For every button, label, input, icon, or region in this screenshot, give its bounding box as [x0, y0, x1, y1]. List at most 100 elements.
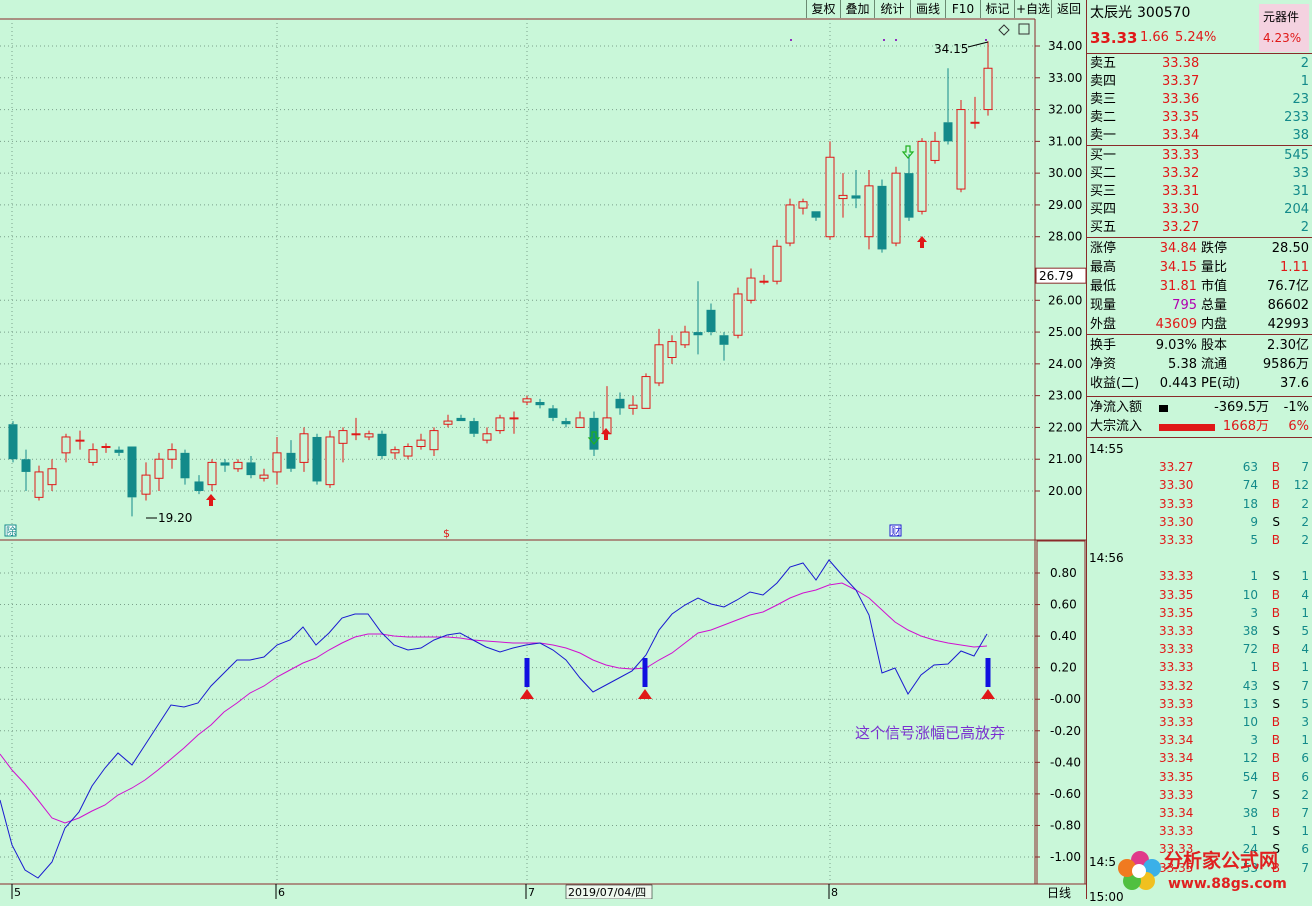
tick-volume: 1: [1250, 824, 1258, 839]
tick-row[interactable]: 33.33 10 B 3: [1087, 713, 1312, 731]
signal-marker: [638, 658, 652, 699]
flow-pct: -1%: [1283, 400, 1309, 415]
toolbar-button-3[interactable]: 画线: [910, 0, 945, 18]
sector-change-pct: 4.23%: [1263, 31, 1302, 45]
candle: [667, 335, 677, 364]
tick-row[interactable]: 33.30 9 S 2: [1087, 513, 1312, 531]
tick-price: 33.33: [1159, 715, 1194, 729]
tick-row[interactable]: 33.35 53 B 7: [1087, 859, 1312, 877]
price-axis-label: 23.00: [1048, 389, 1082, 403]
ask-volume: 23: [1292, 92, 1309, 107]
toolbar-button-1[interactable]: 叠加: [840, 0, 874, 18]
stock-code: 300570: [1137, 5, 1191, 21]
candle: [429, 427, 439, 457]
toolbar-button-0[interactable]: 复权: [806, 0, 840, 18]
tick-row[interactable]: 33.33 13 S 5: [1087, 695, 1312, 713]
bid-volume: 31: [1292, 184, 1309, 199]
tick-row[interactable]: 33.35 10 B 4: [1087, 586, 1312, 604]
candle: [101, 443, 111, 453]
divider: [1087, 145, 1312, 146]
candle: [246, 456, 256, 479]
ex-dividend-marker: 除: [6, 525, 16, 538]
flow-row: 大宗流入 1668万 6%: [1087, 418, 1312, 436]
chart-svg[interactable]: 34.00 33.00 32.00 31.00 30.00 29.00 28.00 26.00…: [0, 0, 1086, 899]
toolbar-button-6[interactable]: +自选: [1014, 0, 1051, 18]
toolbar-button-4[interactable]: F10: [945, 0, 980, 18]
tick-side: B: [1271, 769, 1280, 784]
tick-row[interactable]: 33.34 3 B 1: [1087, 731, 1312, 749]
candle: [167, 443, 177, 469]
tick-side: B: [1271, 605, 1280, 620]
tick-row[interactable]: 33.33 7 S 2: [1087, 786, 1312, 804]
candle: [220, 459, 230, 472]
flow-value: -369.5万: [1214, 400, 1269, 415]
tick-volume: 12: [1242, 751, 1258, 766]
period-label[interactable]: 日线: [1047, 886, 1071, 899]
tick-side: B: [1271, 733, 1280, 748]
toolbar-button-7[interactable]: 返回: [1051, 0, 1086, 18]
tick-row[interactable]: 33.34 12 B 6: [1087, 749, 1312, 767]
stock-name: 太辰光: [1090, 5, 1132, 21]
tick-price: 33.33: [1159, 660, 1194, 675]
candle: [47, 459, 57, 491]
tick-row[interactable]: 33.32 43 S 7: [1087, 677, 1312, 695]
tick-row[interactable]: 33.33 18 B 2: [1087, 495, 1312, 513]
toolbar-button-5[interactable]: 标记: [980, 0, 1014, 18]
tick-count: 1: [1301, 660, 1309, 675]
tick-volume: 9: [1250, 514, 1258, 529]
stat-value: 43609: [1155, 317, 1197, 332]
diamond-icon[interactable]: [998, 24, 1010, 36]
tick-volume: 38: [1242, 624, 1258, 638]
tick-side: S: [1272, 624, 1280, 638]
logo-title: 分析家公式网: [1164, 849, 1278, 872]
tick-price: 33.32: [1159, 678, 1194, 693]
bid-volume: 2: [1300, 220, 1309, 235]
tick-row[interactable]: 33.33 1 S 1: [1087, 567, 1312, 585]
candle: [8, 421, 18, 463]
tick-row[interactable]: 33.35 54 B 6: [1087, 768, 1312, 786]
tick-row[interactable]: 33.33 1 B 1: [1087, 658, 1312, 676]
tick-row[interactable]: 33.33 38 S 5: [1087, 622, 1312, 640]
indicator-axis-label: -0.40: [1050, 755, 1081, 769]
candle: [456, 414, 466, 422]
candle: [194, 475, 204, 495]
stat-value: 34.15: [1159, 260, 1197, 275]
tick-count: 6: [1301, 751, 1309, 766]
sector-badge[interactable]: 元器件: [1263, 10, 1300, 24]
candle: [772, 239, 782, 285]
sell-arrow-icon: [587, 431, 601, 445]
tick-row[interactable]: 33.34 38 B 7: [1087, 804, 1312, 822]
chart-area[interactable]: 34.00 33.00 32.00 31.00 30.00 29.00 28.00 26.00…: [0, 0, 1086, 899]
candle: [733, 287, 743, 339]
tick-row[interactable]: 33.33 5 B 2: [1087, 531, 1312, 549]
candle: [970, 96, 980, 129]
tick-row[interactable]: 33.33 72 B 4: [1087, 640, 1312, 658]
candle: [838, 173, 848, 218]
tick-count: 1: [1301, 605, 1309, 620]
tick-volume: 10: [1242, 587, 1258, 602]
stat-value: 42993: [1267, 317, 1309, 332]
ask-row: 卖一 33.34 38: [1087, 127, 1312, 145]
ask-label: 卖一: [1090, 128, 1117, 143]
candle: [312, 433, 322, 485]
tick-row[interactable]: 33.30 74 B 12: [1087, 476, 1312, 494]
tick-row[interactable]: 33.35 3 B 1: [1087, 604, 1312, 622]
tick-row[interactable]: 33.33 1 S 1: [1087, 822, 1312, 840]
toolbar-button-2[interactable]: 统计: [874, 0, 910, 18]
candle: [154, 452, 164, 491]
candle: [207, 459, 217, 491]
sector-badge-bg[interactable]: [1259, 4, 1309, 52]
ask-volume: 1: [1300, 74, 1309, 89]
tick-count: 6: [1301, 842, 1309, 857]
bid-price: 33.30: [1162, 202, 1200, 217]
window-icon[interactable]: [1018, 23, 1030, 35]
indicator-axis-frame: [1036, 540, 1086, 885]
stat-label: 跌停: [1201, 241, 1228, 256]
stat-value: 9.03%: [1155, 338, 1197, 353]
tick-row[interactable]: 33.33 24 S 6: [1087, 840, 1312, 858]
marker-dot: [985, 39, 987, 41]
tick-row[interactable]: 33.27 63 B 7: [1087, 458, 1312, 476]
stat-value: 2.30亿: [1267, 338, 1309, 353]
ask-label: 卖二: [1090, 110, 1117, 125]
indicator-axis-label: 0.40: [1050, 629, 1077, 643]
